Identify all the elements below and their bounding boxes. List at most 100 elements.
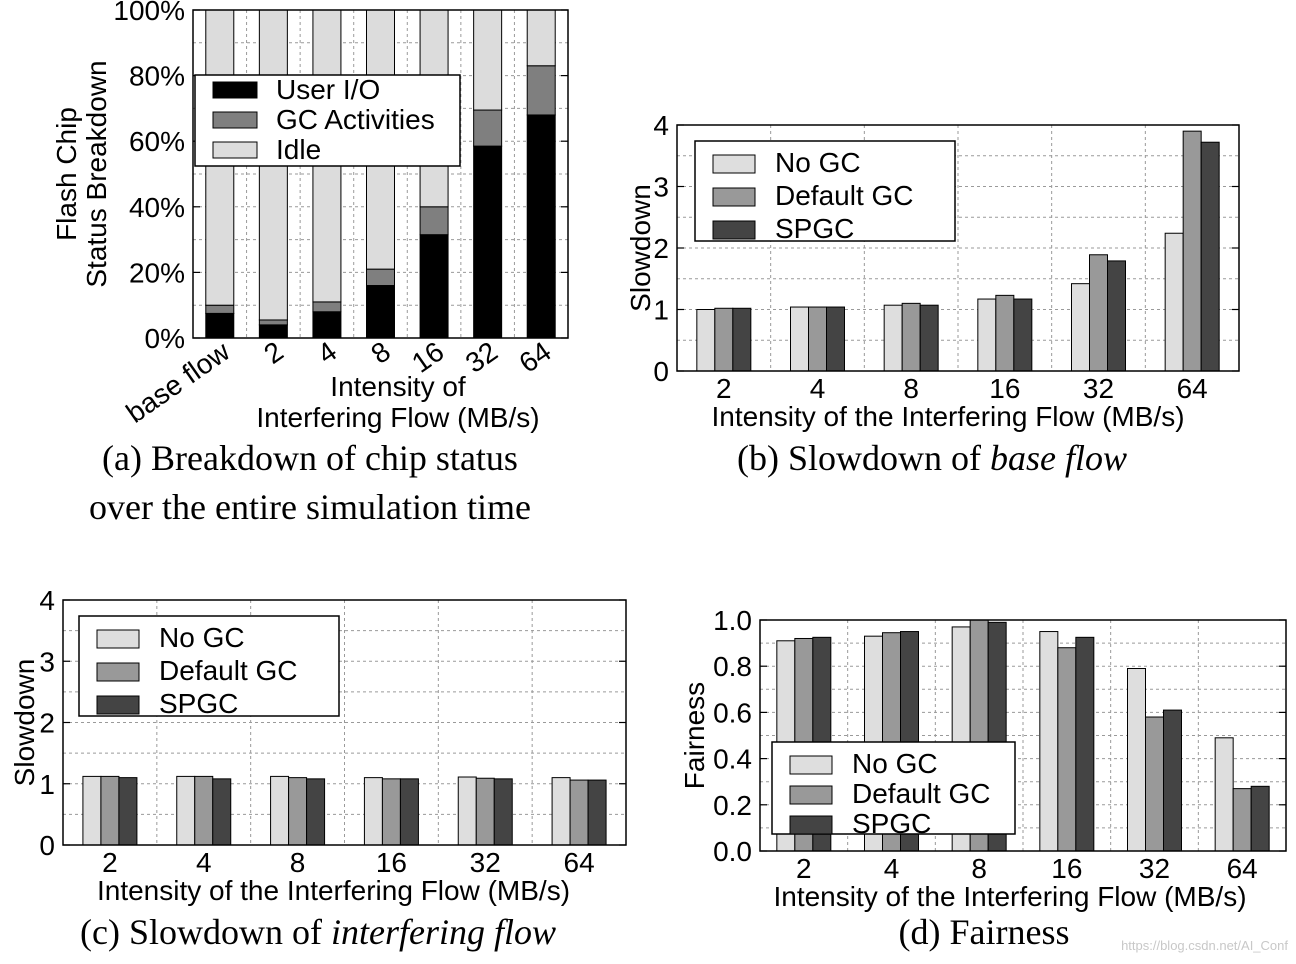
bar-no-gc-16 — [977, 298, 997, 372]
y-tick-label: 0.0 — [713, 836, 752, 867]
bar-spgc-4 — [826, 306, 845, 372]
bar-spgc-64 — [1250, 785, 1270, 852]
y-axis-label-line2: Status Breakdown — [81, 60, 112, 287]
legend-swatch-no-gc — [712, 154, 756, 174]
bar-spgc-2 — [732, 307, 752, 372]
bar-spgc-16 — [399, 778, 419, 846]
legend-label: Default GC — [159, 655, 298, 686]
legend-label: No GC — [775, 147, 861, 178]
plot-frame — [676, 124, 1240, 372]
x-tick-label: 64 — [513, 336, 556, 379]
y-tick-label: 1.0 — [713, 605, 752, 636]
y-axis-label: Slowdown — [9, 659, 40, 787]
x-tick-label: 4 — [312, 336, 343, 370]
bar-user-i-o-16 — [419, 234, 449, 339]
bar-default-gc-16 — [995, 294, 1015, 372]
bar-idle-64 — [526, 9, 556, 67]
bar-no-gc-8 — [270, 775, 290, 846]
y-tick-label: 3 — [653, 172, 669, 203]
bar-default-gc-32 — [1089, 254, 1108, 372]
x-axis-label: Intensity of the Interfering Flow (MB/s) — [97, 875, 570, 906]
bar-default-gc-16 — [1057, 647, 1077, 852]
legend-swatch-gc-activities — [212, 111, 258, 129]
x-tick-label: 4 — [810, 373, 826, 404]
bar-no-gc-64 — [1164, 232, 1184, 372]
bar-default-gc-32 — [1145, 716, 1164, 852]
bar-default-gc-64 — [1232, 788, 1252, 852]
legend-swatch-spgc — [789, 815, 833, 835]
bar-no-gc-4 — [790, 306, 809, 372]
bar-user-i-o-4 — [312, 311, 342, 339]
chart-d-fairness: 2 4 8 16 32 64 0.0 0.2 0.4 0.6 0.8 1.0 Intensity of … — [679, 605, 1287, 952]
bar-gc-activities-16 — [419, 206, 449, 236]
plot-frame — [759, 619, 1287, 852]
y-tick-label: 0.8 — [713, 651, 752, 682]
bar-no-gc-32 — [1127, 668, 1146, 852]
y-tick-label: 40% — [129, 192, 185, 223]
legend-label: Default GC — [852, 778, 991, 809]
bar-gc-activities-8 — [366, 268, 395, 287]
x-tick-label: 2 — [796, 853, 812, 884]
bar-user-i-o-2 — [258, 324, 288, 339]
bar-gc-activities-base-flow — [205, 304, 235, 314]
x-tick-label: 64 — [1227, 853, 1258, 884]
y-axis-label: Fairness — [679, 682, 710, 789]
y-tick-label: 0.2 — [713, 790, 752, 821]
bar-gc-activities-4 — [312, 301, 342, 313]
legend-swatch-spgc — [712, 220, 756, 240]
bar-user-i-o-8 — [366, 285, 395, 339]
x-tick-label: 64 — [564, 847, 595, 878]
bar-user-i-o-64 — [526, 114, 556, 339]
bar-spgc-2 — [118, 777, 138, 846]
x-tick-label: 32 — [460, 336, 503, 379]
y-tick-label: 60% — [129, 126, 185, 157]
caption: (b) Slowdown of base flow — [737, 438, 1127, 478]
y-tick-label: 80% — [129, 61, 185, 92]
bar-no-gc-16 — [1039, 631, 1059, 852]
x-tick-label: 8 — [903, 373, 919, 404]
bar-spgc-64 — [587, 779, 607, 846]
x-axis-label-line1: Intensity of — [330, 371, 466, 402]
bar-no-gc-16 — [363, 777, 383, 846]
bar-spgc-32 — [1107, 260, 1126, 372]
x-tick-label: 8 — [365, 336, 396, 370]
legend-swatch-default-gc — [96, 662, 140, 682]
bar-no-gc-64 — [551, 777, 571, 846]
plot-frame — [62, 599, 627, 846]
y-tick-label: 4 — [39, 585, 55, 616]
bar-spgc-32 — [1163, 709, 1182, 852]
caption: (c) Slowdown of interfering flow — [80, 912, 556, 952]
y-axis-label-line1: Flash Chip — [51, 107, 82, 241]
caption-line2: over the entire simulation time — [89, 487, 531, 527]
legend-label: No GC — [159, 622, 245, 653]
bar-gc-activities-32 — [473, 109, 503, 147]
bar-no-gc-32 — [457, 776, 477, 846]
bar-spgc-8 — [919, 304, 939, 372]
y-tick-label: 1 — [39, 769, 55, 800]
x-tick-label: 2 — [716, 373, 732, 404]
bar-default-gc-2 — [714, 307, 734, 372]
x-tick-label: 8 — [290, 847, 306, 878]
bar-default-gc-4 — [194, 775, 214, 846]
bar-default-gc-4 — [808, 306, 827, 372]
bar-spgc-16 — [1013, 298, 1033, 372]
legend-label: SPGC — [852, 808, 931, 839]
x-tick-label: 4 — [196, 847, 212, 878]
y-tick-label: 4 — [653, 110, 669, 141]
bar-spgc-64 — [1200, 141, 1220, 372]
bar-gc-activities-64 — [526, 65, 556, 116]
y-tick-label: 100% — [113, 0, 185, 26]
legend-swatch-default-gc — [712, 187, 756, 207]
legend-label: SPGC — [159, 688, 238, 719]
x-tick-label: 4 — [884, 853, 900, 884]
y-tick-label: 20% — [129, 257, 185, 288]
y-tick-label: 2 — [39, 708, 55, 739]
bar-default-gc-16 — [381, 778, 401, 846]
legend-swatch-no-gc — [96, 629, 140, 649]
y-axis-label: Slowdown — [625, 184, 656, 312]
legend-swatch-no-gc — [789, 755, 833, 775]
y-tick-label: 0.4 — [713, 744, 752, 775]
bar-no-gc-2 — [82, 775, 102, 846]
